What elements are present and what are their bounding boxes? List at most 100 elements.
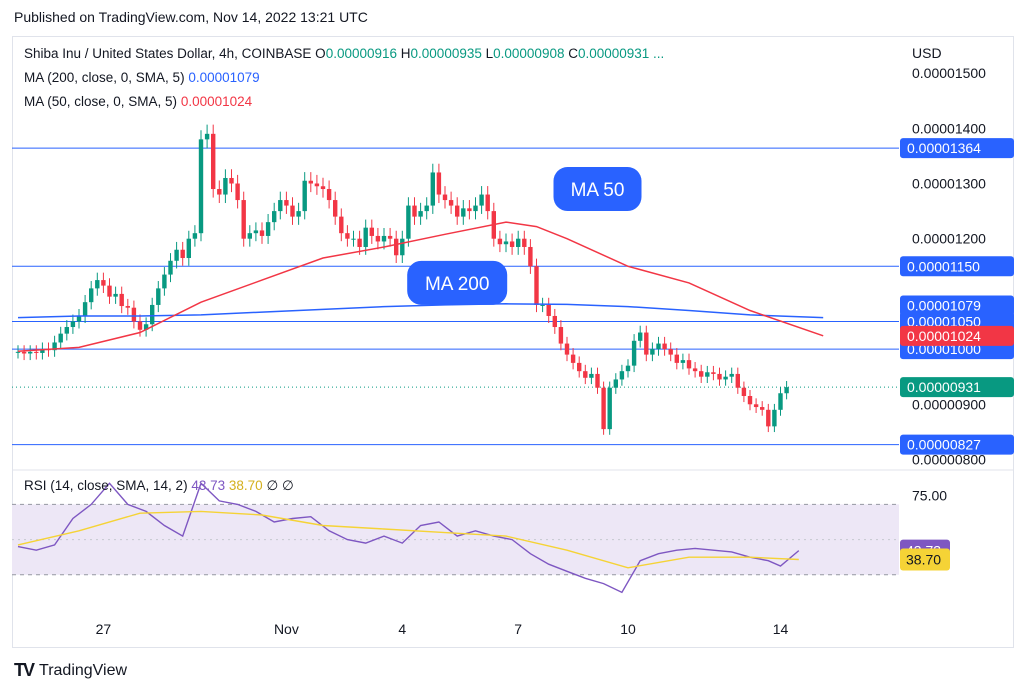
- candle-body: [412, 205, 417, 217]
- candle-body: [15, 351, 21, 353]
- candle-body: [143, 324, 149, 330]
- candle-body: [564, 343, 570, 355]
- candle-body: [747, 396, 753, 405]
- candle-body: [95, 280, 100, 289]
- legend-open-value: 0.00000916: [325, 46, 398, 61]
- candle-body: [778, 393, 783, 410]
- candle-body: [375, 235, 381, 242]
- legend-rsi-ma-value: 38.70: [228, 478, 263, 493]
- candle-body: [692, 368, 698, 372]
- candle-body: [40, 349, 45, 353]
- candle-body: [113, 293, 118, 297]
- legend-ma50-value: 0.00001024: [180, 94, 253, 109]
- candle-body: [34, 351, 39, 353]
- x-tick-label: Nov: [274, 621, 299, 637]
- callout-box: [553, 167, 642, 212]
- price-line-badge: [900, 256, 1014, 277]
- candle-body: [320, 186, 326, 190]
- candle-body: [278, 200, 283, 212]
- candle-body: [455, 205, 460, 217]
- candle-body: [119, 293, 124, 307]
- candle-body: [522, 238, 527, 247]
- price-line-badge-label: 0.00001050: [907, 313, 981, 329]
- candle-body: [583, 371, 588, 378]
- tradingview-footer[interactable]: TV TradingView: [14, 660, 127, 681]
- candle-body: [326, 189, 332, 201]
- price-tick-label: 0.00001200: [912, 231, 986, 247]
- candle-body: [369, 227, 374, 236]
- legend-rsi-extra-2: ∅: [281, 478, 294, 493]
- candle-body: [772, 409, 777, 427]
- candle-body: [607, 387, 612, 430]
- candle-body: [656, 343, 661, 350]
- candle-body: [638, 332, 643, 341]
- candle-body: [89, 288, 94, 303]
- price-badge-ma50: [900, 325, 1014, 346]
- legend-ma50-label: MA (50, close, 0, SMA, 5): [24, 94, 178, 109]
- rsi-badge-label-rsi_ma: 38.70: [906, 551, 941, 567]
- candle-body: [558, 327, 564, 344]
- candle-body: [302, 180, 307, 212]
- legend-low-value: 0.00000908: [493, 46, 565, 61]
- candle-body: [125, 306, 130, 308]
- candle-body: [467, 208, 472, 212]
- candle-body: [265, 222, 271, 236]
- candle-body: [400, 238, 405, 256]
- candle-body: [534, 266, 539, 305]
- legend-ma200-value: 0.00001079: [188, 70, 260, 85]
- candle-body: [552, 315, 557, 328]
- candle-body: [150, 304, 155, 325]
- candle-body: [272, 211, 277, 223]
- candle-body: [644, 332, 649, 355]
- candle-body: [21, 351, 27, 354]
- candle-body: [247, 233, 252, 239]
- price-tick-label: 0.00000900: [912, 396, 986, 412]
- candle-body: [70, 321, 76, 328]
- candle-body: [424, 205, 429, 212]
- candle-body: [680, 360, 686, 363]
- candle-body: [741, 387, 747, 397]
- price-line-badge: [900, 434, 1014, 455]
- legend-high-label: H: [400, 46, 411, 61]
- candle-body: [766, 409, 771, 427]
- candle-body: [497, 238, 503, 245]
- candle-body: [436, 172, 442, 195]
- candle-body: [345, 233, 350, 239]
- tradingview-brand: TradingView: [39, 661, 128, 679]
- tradingview-logo-icon: TV: [14, 660, 35, 680]
- candle-body: [107, 285, 112, 297]
- candle-body: [52, 342, 57, 351]
- price-tick-label: 0.00000800: [912, 451, 986, 467]
- candle-body: [211, 133, 216, 190]
- callout-label: MA 50: [571, 180, 625, 201]
- candle-body: [296, 211, 301, 217]
- candle-body: [131, 307, 137, 322]
- legend-rsi-value: 43.73: [191, 478, 226, 493]
- candle-body: [314, 183, 320, 187]
- candle-body: [577, 362, 582, 372]
- price-badge-label-last: 0.00000931: [907, 379, 981, 395]
- candle-body: [729, 373, 734, 377]
- moving-averages-layer: [17, 221, 824, 353]
- legend-ma50-line: MA (50, close, 0, SMA, 5) 0.00001024: [24, 94, 252, 109]
- candle-body: [156, 288, 161, 305]
- candle-body: [180, 249, 185, 259]
- candle-body: [485, 194, 490, 212]
- legend-low-label: L: [485, 46, 494, 61]
- candle-body: [619, 371, 625, 380]
- legend-close-label: C: [568, 46, 578, 61]
- legend-rsi-extra-1: ∅: [266, 478, 279, 493]
- candle-body: [546, 304, 551, 316]
- callouts-layer: MA 50 MA 200: [407, 167, 642, 305]
- price-badge-ma200: [900, 295, 1014, 316]
- candle-body: [674, 354, 679, 363]
- candle-body: [430, 172, 435, 206]
- candle-body: [290, 205, 295, 217]
- price-badge-last: [900, 377, 1014, 398]
- candle-body: [394, 238, 399, 256]
- candle-body: [284, 200, 289, 206]
- legend-symbol-line: Shiba Inu / United States Dollar, 4h, CO…: [24, 46, 664, 61]
- ma200-line: [17, 303, 824, 319]
- candle-body: [711, 372, 716, 374]
